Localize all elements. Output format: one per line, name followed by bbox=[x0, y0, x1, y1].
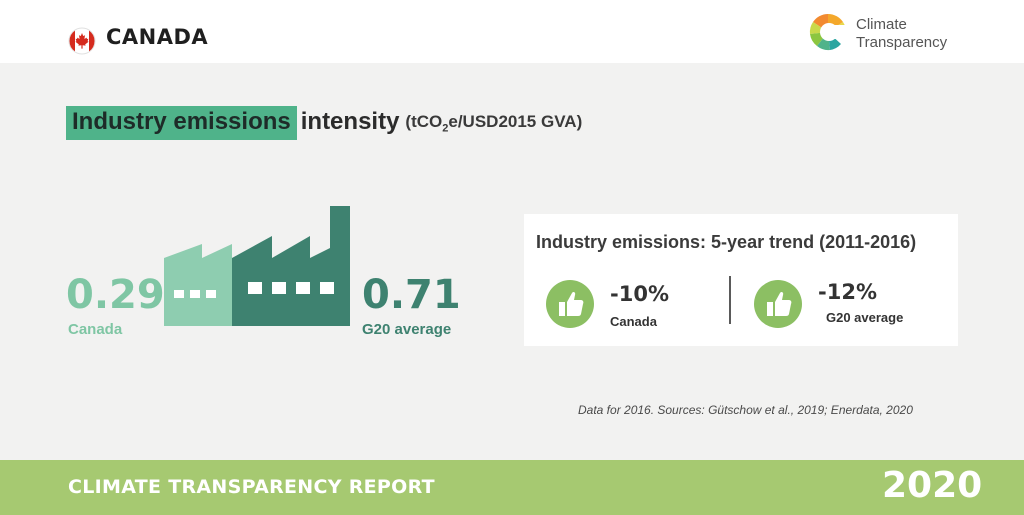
country-name: CANADA bbox=[106, 25, 209, 49]
header-bar: CANADA Climate Transparency bbox=[0, 0, 1024, 63]
trend-card: Industry emissions: 5-year trend (2011-2… bbox=[524, 214, 958, 346]
report-name: CLIMATE TRANSPARENCY REPORT bbox=[68, 476, 435, 498]
unit-prefix: (tCO bbox=[405, 111, 443, 131]
canada-intensity-value: 0.29 bbox=[66, 272, 165, 318]
page-title: Industry emissions intensity (tCO2e/USD2… bbox=[66, 106, 582, 140]
g20-trend-value: -12% bbox=[818, 280, 877, 304]
title-rest: intensity bbox=[300, 108, 400, 135]
g20-label: G20 average bbox=[362, 321, 452, 338]
canada-label: Canada bbox=[68, 321, 123, 338]
thumbs-up-icon bbox=[754, 280, 802, 328]
trend-divider bbox=[729, 276, 731, 324]
canada-trend-label: Canada bbox=[610, 314, 657, 329]
canada-trend-value: -10% bbox=[610, 282, 669, 306]
trend-title: Industry emissions: 5-year trend (2011-2… bbox=[536, 232, 917, 252]
logo-wordmark: Climate Transparency bbox=[856, 16, 947, 52]
unit-suffix: e/USD2015 GVA) bbox=[448, 111, 583, 131]
unit-subscript: 2 bbox=[442, 122, 449, 134]
g20-intensity-value: 0.71 bbox=[362, 272, 461, 318]
g20-trend-label: G20 average bbox=[826, 310, 904, 325]
report-year: 2020 bbox=[882, 465, 983, 506]
factory-icon bbox=[164, 206, 350, 326]
logo-line-2: Transparency bbox=[856, 34, 948, 51]
source-note: Data for 2016. Sources: Gütschow et al.,… bbox=[578, 403, 913, 417]
climate-transparency-logo bbox=[809, 13, 848, 51]
logo-line-1: Climate bbox=[856, 16, 907, 33]
maple-leaf-icon bbox=[68, 27, 96, 55]
footer-bar: CLIMATE TRANSPARENCY REPORT 2020 bbox=[0, 460, 1024, 515]
title-unit: (tCO2e/USD2015 GVA) bbox=[405, 112, 582, 140]
thumbs-up-icon bbox=[546, 280, 594, 328]
title-highlight: Industry emissions bbox=[66, 106, 297, 140]
